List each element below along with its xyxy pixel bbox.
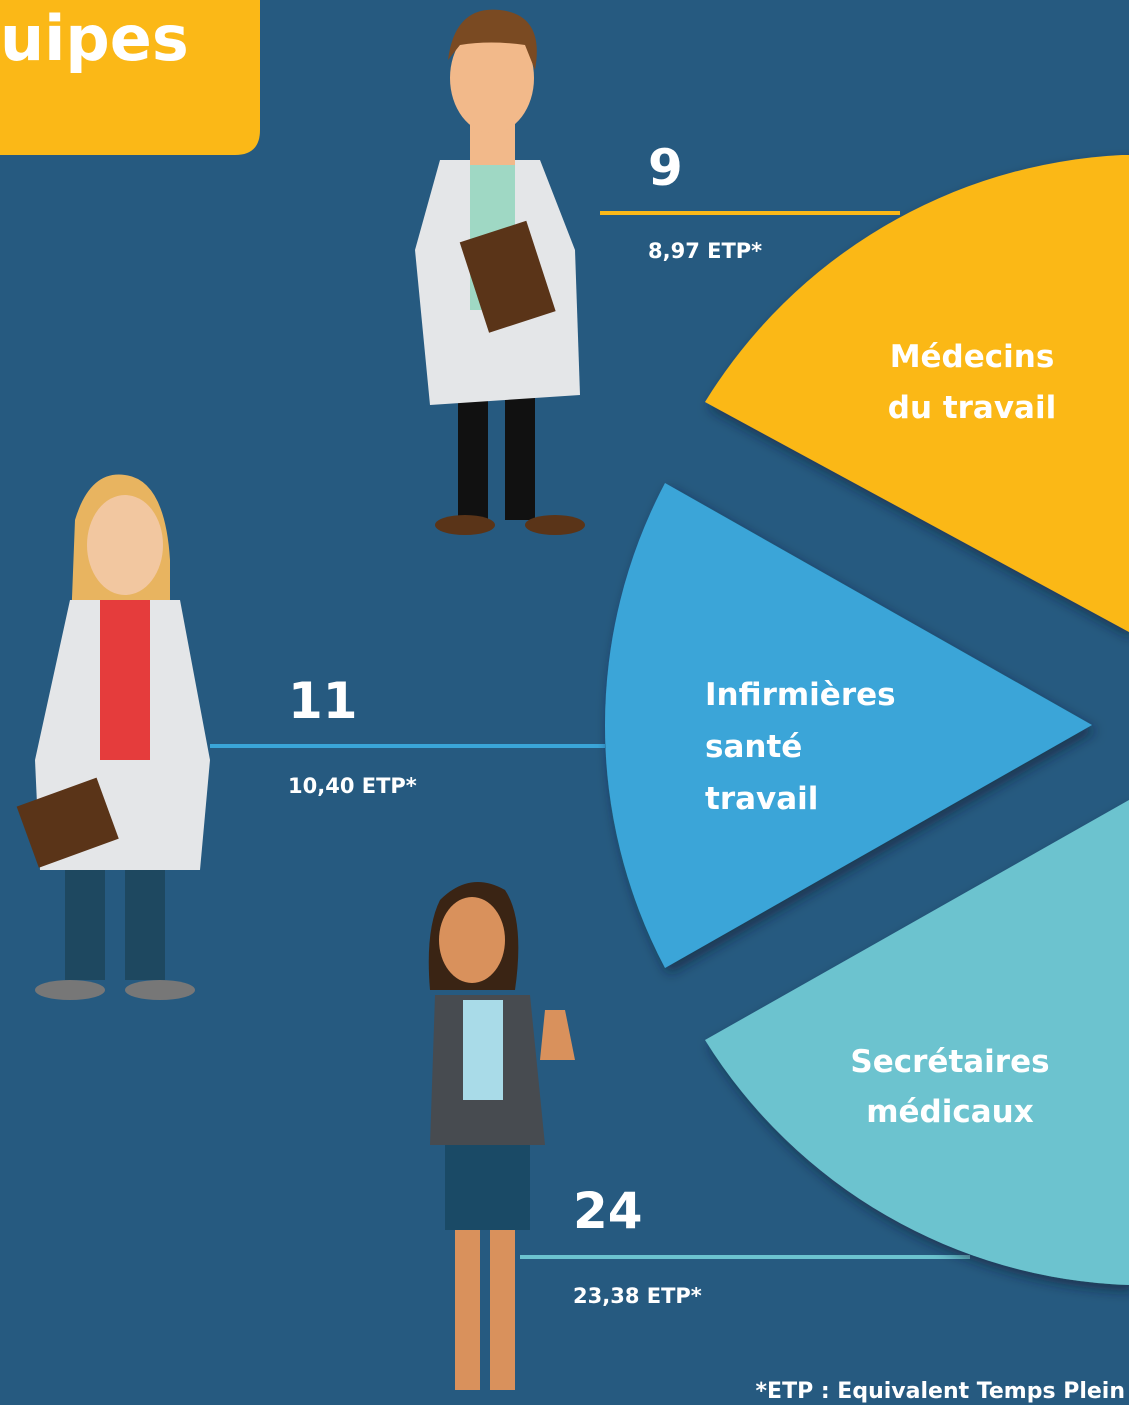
wedge-yellow: [705, 155, 1129, 632]
footnote: *ETP : Equivalent Temps Plein: [756, 1379, 1125, 1404]
category-label: santé: [705, 729, 802, 765]
category-label: Infirmières: [705, 677, 896, 713]
category-label: médicaux: [866, 1094, 1034, 1130]
wedge-teal: [705, 800, 1129, 1285]
category-label: Secrétaires: [850, 1044, 1049, 1080]
nurse-illustration: [16, 474, 210, 1000]
etp: 10,40 ETP*: [288, 774, 417, 798]
doctor-illustration: [415, 9, 585, 535]
wedge-blue: [604, 483, 1092, 968]
count: 24: [573, 1182, 643, 1240]
etp: 8,97 ETP*: [648, 239, 762, 263]
category-label: travail: [705, 781, 818, 817]
category-label: Médecins: [890, 339, 1055, 375]
title-box: [0, 0, 260, 155]
count: 11: [288, 672, 358, 730]
category-label: du travail: [888, 390, 1056, 426]
title: uipes: [0, 2, 189, 75]
etp: 23,38 ETP*: [573, 1284, 702, 1308]
secretary-illustration: [428, 882, 575, 1390]
count: 9: [648, 139, 683, 197]
